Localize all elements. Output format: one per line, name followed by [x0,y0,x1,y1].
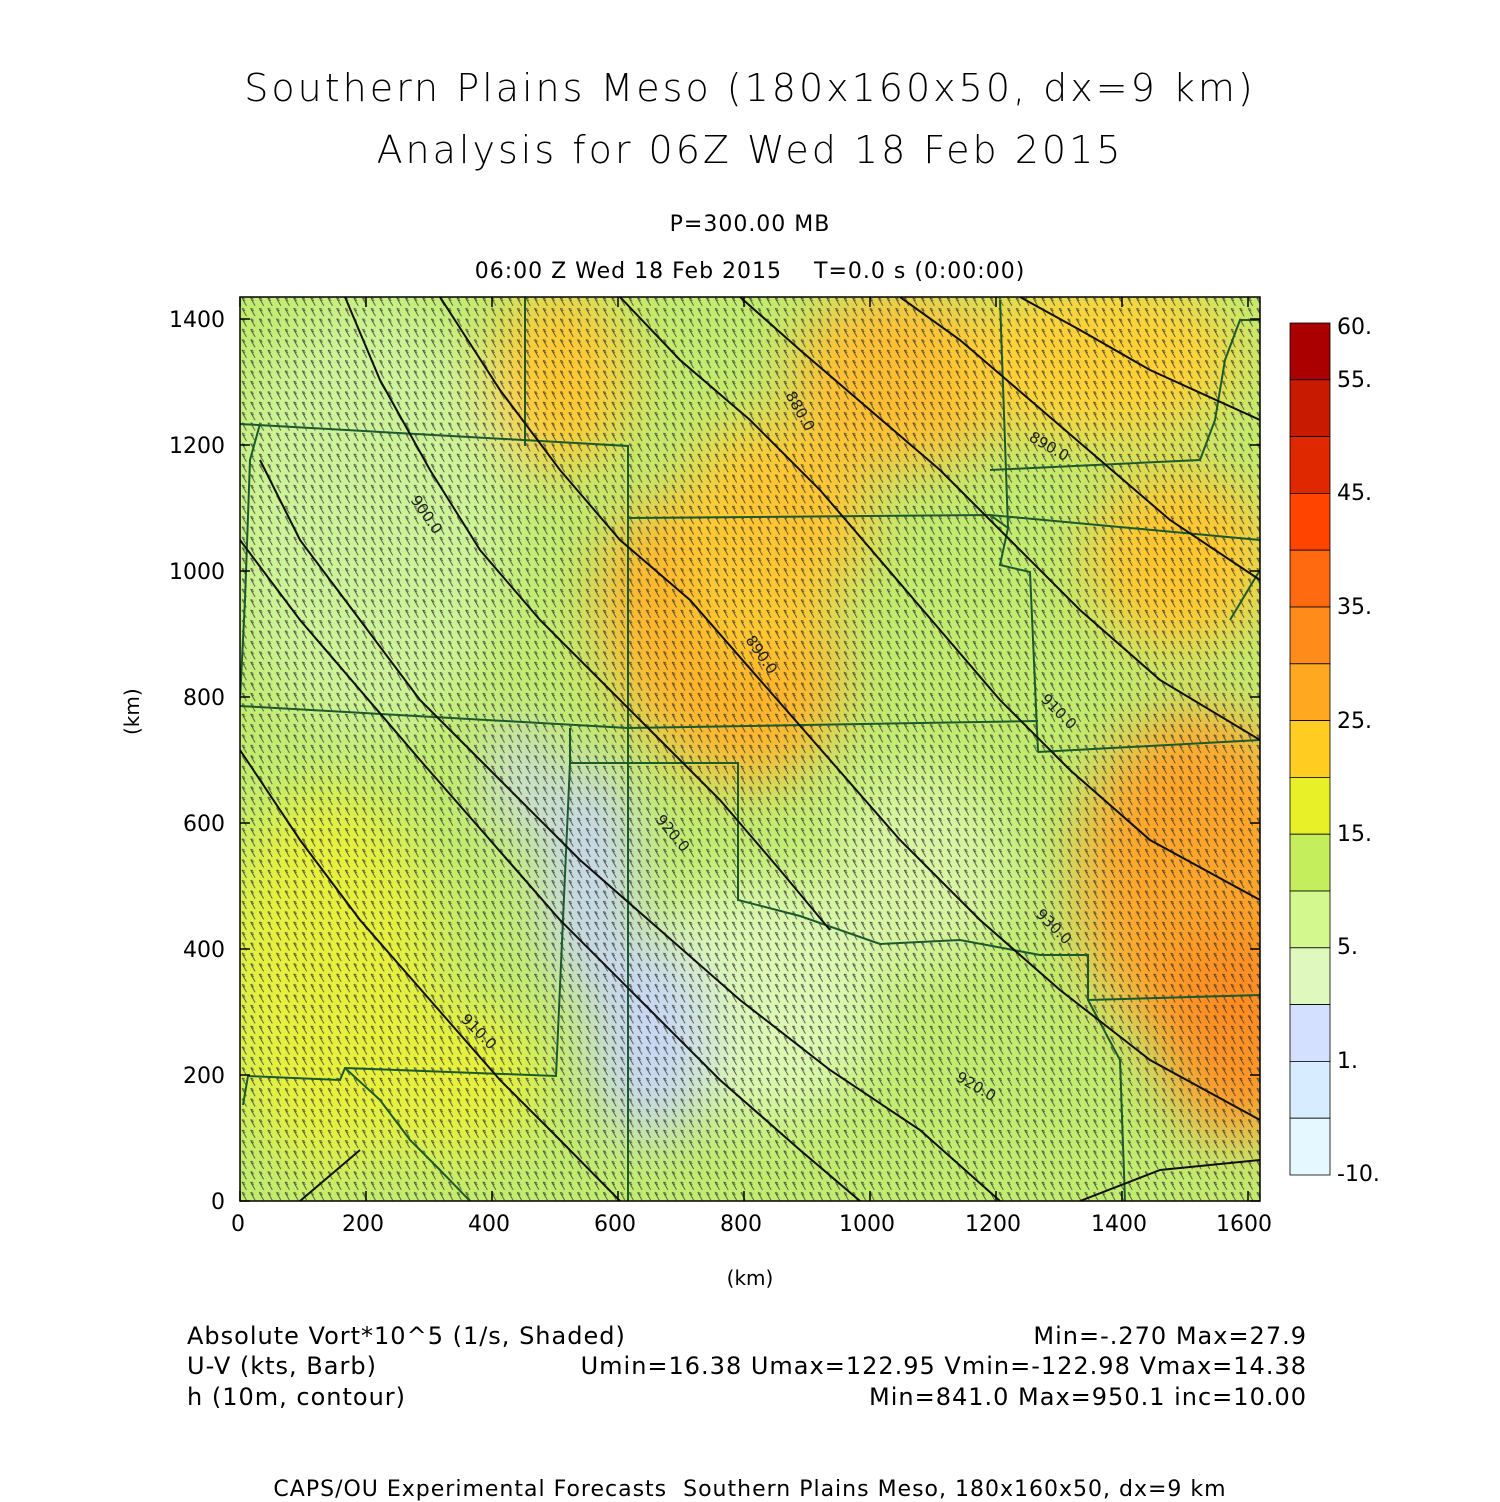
y-tick-label: 600 [183,812,225,837]
x-tick-label: 1000 [839,1212,895,1237]
colorbar-swatch [1289,1061,1331,1119]
pressure-level-label: P=300.00 MB [669,212,831,237]
credit-line: CAPS/OU Experimental Forecasts Southern … [273,1477,1227,1502]
field2-stats: Umin=16.38 Umax=122.95 Vmin=-122.98 Vmax… [580,1352,1307,1380]
colorbar-swatch [1289,436,1331,494]
y-tick-label: 800 [183,686,225,711]
colorbar-swatch [1289,549,1331,608]
colorbar-label: 45. [1337,481,1372,506]
colorbar-label: 35. [1337,595,1372,620]
x-tick-label: 1200 [965,1212,1021,1237]
colorbar-swatch [1289,322,1331,381]
colorbar-label: 5. [1337,935,1358,960]
colorbar-swatch [1289,777,1331,835]
y-tick-label: 1400 [169,308,225,333]
colorbar-swatch [1289,1117,1331,1176]
x-tick-label: 400 [468,1212,510,1237]
x-tick-label: 600 [594,1212,636,1237]
y-axis-unit: (km) [120,688,144,735]
x-tick-label: 200 [342,1212,384,1237]
plot-frame [239,296,1261,1202]
colorbar-label: 55. [1337,368,1372,393]
x-tick-label: 1400 [1091,1212,1147,1237]
colorbar-label: 25. [1337,709,1372,734]
colorbar-swatch [1289,1004,1331,1062]
x-axis-unit: (km) [726,1266,774,1290]
colorbar-swatch [1289,663,1331,721]
colorbar [1289,322,1331,1176]
y-tick-label: 0 [211,1190,225,1215]
height-contours [240,297,1260,1201]
colorbar-swatch [1289,890,1331,949]
valid-time-label: 06:00 Z Wed 18 Feb 2015 T=0.0 s (0:00:00… [474,259,1026,284]
y-tick-label: 1000 [169,560,225,585]
colorbar-label: 1. [1337,1049,1358,1074]
colorbar-swatch [1289,720,1331,778]
colorbar-swatch [1289,606,1331,665]
plot-title-line1: Southern Plains Meso (180x160x50, dx=9 k… [244,66,1256,110]
x-tick-label: 0 [231,1212,245,1237]
x-tick-label: 800 [720,1212,762,1237]
field1-stats: Min=-.270 Max=27.9 [1033,1322,1307,1350]
field1-name: Absolute Vort*10^5 (1/s, Shaded) [187,1322,626,1350]
field2-name: U-V (kts, Barb) [187,1352,377,1380]
field3-name: h (10m, contour) [187,1383,407,1411]
field3-stats: Min=841.0 Max=950.1 inc=10.00 [869,1383,1307,1411]
colorbar-swatch [1289,833,1331,892]
colorbar-swatch [1289,947,1331,1005]
colorbar-label: -10. [1337,1162,1380,1187]
colorbar-swatch [1289,492,1331,551]
x-tick-label: 1600 [1216,1212,1272,1237]
y-tick-label: 1200 [169,434,225,459]
axis-ticks [239,297,1260,1202]
colorbar-swatch [1289,379,1331,437]
y-tick-label: 400 [183,938,225,963]
colorbar-label: 60. [1337,315,1372,340]
state-boundaries [240,297,1260,1201]
y-tick-label: 200 [183,1064,225,1089]
colorbar-label: 15. [1337,822,1372,847]
plot-title-line2: Analysis for 06Z Wed 18 Feb 2015 [376,128,1124,172]
